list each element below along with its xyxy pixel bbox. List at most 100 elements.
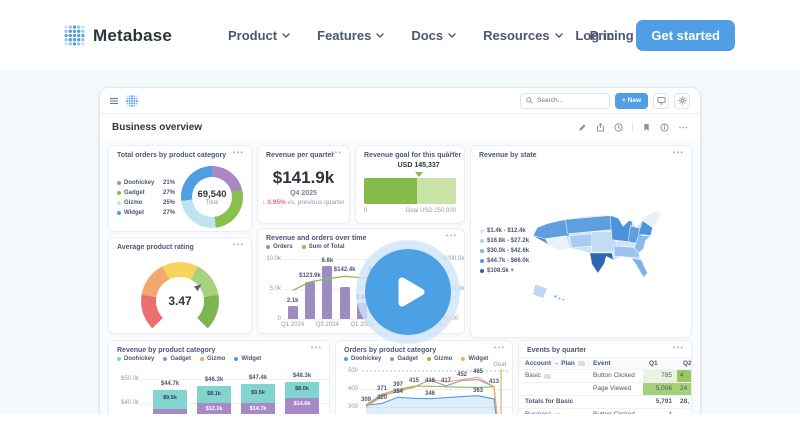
- card-revenue-by-state[interactable]: Revenue by state ••• $1.4k - $12.4k $16.8…: [470, 145, 692, 338]
- q2-cell: 24: [677, 383, 691, 395]
- card-events-by-quarter[interactable]: Events by quarter ••• Account → Plan Even…: [518, 340, 692, 414]
- donut-chart: 69,540 Total: [181, 166, 243, 228]
- metabase-logo-icon: [64, 25, 85, 46]
- stack-segment: [153, 408, 187, 414]
- legend-label: $16.8k - $27.2k: [487, 238, 530, 244]
- legend-item: $30.0k - $42.6k: [480, 248, 529, 254]
- sidebar-toggle-icon[interactable]: [110, 97, 118, 105]
- login-link[interactable]: Log in: [575, 27, 615, 43]
- legend-dot: [480, 249, 484, 253]
- total-label: $47.4k: [248, 375, 268, 382]
- info-icon[interactable]: [660, 122, 669, 132]
- get-started-button[interactable]: Get started: [636, 19, 735, 51]
- search-input[interactable]: [537, 97, 598, 104]
- metabase-app-logo-icon[interactable]: [126, 94, 138, 107]
- card-revenue-by-product-category[interactable]: Revenue by product category ••• Doohicke…: [108, 340, 330, 414]
- gridline: [360, 407, 512, 408]
- legend-item: Doohickey: [344, 356, 381, 362]
- legend-pct: 25%: [162, 200, 175, 206]
- gauge-needle: [193, 281, 203, 291]
- new-button[interactable]: + New: [615, 92, 648, 109]
- nav-item-features[interactable]: Features: [317, 28, 385, 43]
- metabase-logo[interactable]: Metabase: [64, 25, 172, 46]
- lines-plot: 500 400 300 Goal 309 371 397 415 416 417 452 465 413…: [336, 341, 512, 414]
- share-icon[interactable]: [596, 122, 605, 132]
- chevron-down-icon: [282, 32, 290, 38]
- chevron-down-icon: [554, 32, 563, 38]
- legend-label: Gizmo: [124, 200, 143, 206]
- divider: [632, 122, 633, 132]
- card-orders-by-product-category[interactable]: Orders by product category ••• Doohickey…: [335, 340, 513, 414]
- card-average-product-rating[interactable]: Average product rating ••• 3.47: [108, 237, 252, 334]
- q2-cell: [677, 409, 691, 414]
- q2-cell: 28,: [680, 398, 690, 405]
- card-revenue-goal[interactable]: Revenue goal for this quarter ••• USD 14…: [355, 145, 465, 224]
- card-menu-icon[interactable]: •••: [672, 148, 684, 157]
- subscription-clock-icon[interactable]: [614, 122, 623, 132]
- bar: [339, 286, 350, 319]
- donut-legend: Doohickey 21% Gadget 27% Gizmo 25% Widget 27%: [117, 180, 175, 216]
- card-menu-icon[interactable]: •••: [330, 148, 342, 157]
- table-row[interactable]: Totals for Basic 5,791 28,: [519, 396, 691, 409]
- scalar-value: $141.9k: [272, 168, 335, 187]
- point-label: 397: [392, 381, 404, 388]
- us-choropleth-map: [525, 204, 687, 308]
- table-row[interactable]: BusinessButton Clicked4: [519, 409, 691, 414]
- card-total-orders-by-category[interactable]: Total orders by product category ••• Doo…: [108, 145, 252, 232]
- nav-item-docs[interactable]: Docs: [411, 28, 456, 43]
- gear-icon[interactable]: [674, 92, 690, 109]
- edit-icon[interactable]: [578, 123, 587, 132]
- search-box[interactable]: [520, 92, 611, 109]
- video-play-button[interactable]: [356, 240, 460, 344]
- point-label: 417: [440, 377, 452, 384]
- card-menu-icon[interactable]: •••: [310, 343, 322, 352]
- legend-item: Sum of Total: [301, 244, 345, 250]
- card-menu-icon[interactable]: •••: [232, 240, 244, 249]
- card-menu-icon[interactable]: •••: [445, 148, 457, 157]
- card-revenue-per-quarter[interactable]: Revenue per quarter ••• $141.9k Q4 2025 …: [257, 145, 350, 224]
- q1-cell: 785: [643, 370, 677, 382]
- legend-item: Doohickey: [117, 356, 154, 362]
- legend-dot: [461, 357, 466, 361]
- display-options-button[interactable]: [653, 92, 669, 109]
- nav-item-pricing[interactable]: Pricing: [589, 27, 634, 43]
- goal-label: Goal: [493, 362, 506, 368]
- header-actions: Log in Get started: [575, 0, 735, 70]
- dashboard-actions: [578, 122, 688, 132]
- card-menu-icon[interactable]: •••: [672, 343, 684, 352]
- card-title: Revenue goal for this quarter: [364, 152, 462, 159]
- main-nav: Product Features Docs Resources Pricing: [228, 0, 634, 70]
- card-menu-icon[interactable]: •••: [232, 148, 244, 157]
- table-row[interactable]: Basic Button Clicked 785 4: [519, 370, 691, 383]
- legend-item: Widget 27%: [117, 210, 175, 216]
- event-cell: Button Clicked: [587, 409, 643, 414]
- legend-item: $44.7k - $66.0k: [480, 258, 529, 264]
- legend-dot: [480, 239, 484, 243]
- card-title: Revenue by state: [479, 152, 537, 159]
- nav-item-resources[interactable]: Resources: [483, 28, 563, 43]
- legend-dot: [163, 357, 168, 361]
- legend-dot: [234, 357, 239, 361]
- legend-dot: [344, 357, 348, 361]
- card-title: Average product rating: [117, 244, 194, 251]
- bar-label: 2.1k: [286, 298, 299, 305]
- card-title: Revenue by product category: [117, 347, 216, 354]
- legend-dot: [266, 245, 270, 249]
- dashboard-header: Business overview: [100, 114, 700, 140]
- brand-name: Metabase: [93, 25, 173, 45]
- card-menu-icon[interactable]: •••: [445, 231, 457, 240]
- table-row[interactable]: Page Viewed 5,006 24: [519, 383, 691, 396]
- x-axis-tick: Q1 2025: [350, 322, 374, 328]
- nav-item-product[interactable]: Product: [228, 28, 290, 43]
- x-axis-tick: Q1 2024: [281, 322, 305, 328]
- legend-item: $108.5k +: [480, 268, 529, 274]
- table-header-row: Account → Plan Event Q1 Q2: [519, 357, 691, 370]
- plan-badge: [554, 412, 562, 414]
- legend-dot: [480, 259, 484, 263]
- bookmark-icon[interactable]: [642, 123, 651, 132]
- stack-segment: [241, 403, 275, 414]
- more-icon[interactable]: [678, 123, 688, 132]
- y-axis-tick: 0: [277, 316, 281, 322]
- card-menu-icon[interactable]: •••: [493, 343, 505, 352]
